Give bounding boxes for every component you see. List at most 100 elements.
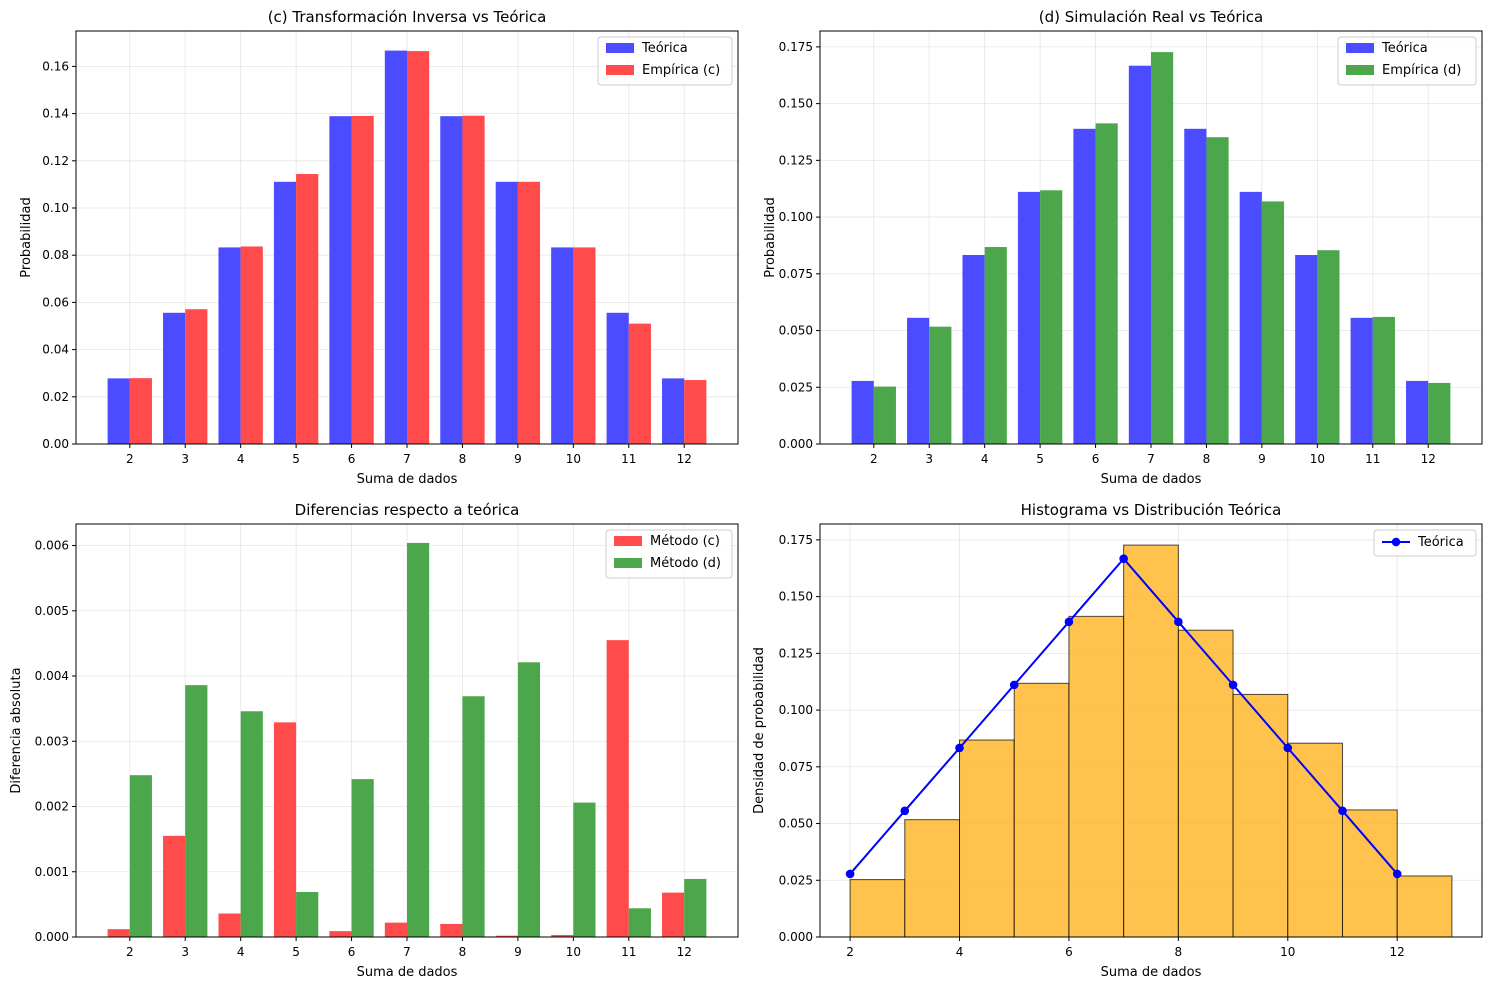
bar-series-b <box>1206 137 1229 444</box>
y-tick-label: 0.003 <box>35 734 69 748</box>
bar-series-b <box>296 891 319 937</box>
x-tick-label: 10 <box>566 945 581 959</box>
bar-series-a <box>1073 128 1096 445</box>
bar-series-a <box>551 247 574 444</box>
y-axis-label: Densidad de probabilidad <box>752 647 767 814</box>
x-tick-label: 7 <box>403 452 411 466</box>
legend-swatch <box>614 558 642 568</box>
bar-series-b <box>462 696 485 937</box>
x-tick-label: 6 <box>348 452 356 466</box>
bar-series-a <box>273 722 297 937</box>
legend-swatch <box>614 536 642 546</box>
legend: Teórica Empírica (d) <box>1337 36 1477 86</box>
x-tick-label: 2 <box>846 945 854 959</box>
x-tick-label: 4 <box>981 452 989 466</box>
legend-swatch <box>606 43 634 53</box>
bar-series-b <box>684 878 707 937</box>
y-tick-label: 0.12 <box>42 154 69 168</box>
x-tick-label: 7 <box>1147 452 1155 466</box>
bar-series-b <box>1095 123 1118 444</box>
legend-label: Método (d) <box>650 556 721 571</box>
x-tick-label: 4 <box>237 452 245 466</box>
bar-series-a <box>551 935 574 937</box>
y-tick-label: 0.001 <box>35 865 69 879</box>
y-tick-label: 0.075 <box>779 267 813 281</box>
x-axis-label: Suma de dados <box>1101 965 1202 980</box>
y-tick-label: 0.000 <box>779 437 813 451</box>
legend-label: Método (c) <box>650 534 720 549</box>
histogram-bar <box>1287 742 1343 938</box>
x-axis-label: Suma de dados <box>357 472 458 487</box>
bar-series-b <box>351 115 374 445</box>
legend-swatch <box>1346 65 1374 75</box>
bar-series-a <box>662 378 685 444</box>
x-tick-label: 3 <box>925 452 933 466</box>
bar-series-b <box>351 779 374 937</box>
y-tick-label: 0.075 <box>779 760 813 774</box>
histogram-bar <box>1341 809 1398 938</box>
bar-series-a <box>273 181 297 444</box>
y-tick-label: 0.125 <box>779 646 813 660</box>
legend-swatch <box>1346 43 1374 53</box>
bar-series-a <box>1350 317 1373 444</box>
bar-series-a <box>606 312 629 444</box>
bar-series-b <box>984 247 1007 444</box>
bar-series-b <box>407 542 430 937</box>
bar-series-a <box>1184 128 1207 445</box>
bar-series-a <box>440 116 463 445</box>
y-tick-label: 0.100 <box>779 703 813 717</box>
x-tick-label: 11 <box>1365 452 1380 466</box>
y-tick-label: 0.02 <box>42 390 69 404</box>
x-tick-label: 2 <box>870 452 878 466</box>
bar-series-a <box>384 922 407 937</box>
y-tick-label: 0.04 <box>42 343 69 357</box>
bar-series-a <box>907 317 930 444</box>
y-tick-label: 0.050 <box>779 324 813 338</box>
y-tick-label: 0.125 <box>779 153 813 167</box>
x-tick-label: 8 <box>459 452 467 466</box>
histogram-bar <box>904 819 961 938</box>
histogram-bar <box>959 739 1015 938</box>
x-tick-label: 10 <box>1310 452 1325 466</box>
x-tick-label: 11 <box>621 452 636 466</box>
x-tick-label: 3 <box>181 945 189 959</box>
chart-panel-3: 2 4 6 8 10 12 0.000 0.025 0.050 0.075 0.100 0.125 0.… <box>752 501 1483 980</box>
bar-series-a <box>384 50 407 444</box>
chart-title: (d) Simulación Real vs Teórica <box>1039 8 1263 26</box>
legend-label: Teórica <box>641 41 688 56</box>
legend-label: Empírica (c) <box>642 63 720 78</box>
x-tick-label: 7 <box>403 945 411 959</box>
bar-series-b <box>240 246 263 444</box>
bar-series-a <box>1406 380 1429 444</box>
x-tick-label: 6 <box>348 945 356 959</box>
bar-series-b <box>517 662 541 937</box>
axes-frame <box>819 523 1483 938</box>
bar-series-a <box>440 923 463 937</box>
y-tick-label: 0.006 <box>35 539 69 553</box>
y-axis-label: Probabilidad <box>19 197 34 277</box>
bar-series-b <box>684 380 707 444</box>
x-tick-label: 8 <box>459 945 467 959</box>
x-tick-label: 8 <box>1203 452 1211 466</box>
chart-panel-1: 2 3 4 5 6 7 8 9 10 11 12 0.000 0.025 0.050 0.075 0.100 0… <box>763 8 1483 487</box>
bar-series-b <box>462 115 485 444</box>
x-tick-label: 12 <box>677 452 692 466</box>
data-point <box>1064 617 1074 627</box>
bar-series-b <box>129 775 152 937</box>
legend-swatch <box>606 65 634 75</box>
y-tick-label: 0.000 <box>779 930 813 944</box>
y-tick-label: 0.16 <box>42 59 69 73</box>
data-point <box>1392 869 1402 879</box>
bar-series-a <box>329 116 352 445</box>
bar-series-a <box>1128 65 1151 444</box>
y-axis-label: Diferencia absoluta <box>9 667 24 793</box>
x-tick-label: 5 <box>292 945 300 959</box>
bar-series-a <box>495 181 518 444</box>
x-tick-label: 12 <box>1390 945 1405 959</box>
legend: Método (c) Método (d) <box>605 529 733 579</box>
bar-series-a <box>962 254 985 444</box>
chart-panel-0: 2 3 4 5 6 7 8 9 10 11 12 0.00 0.02 0.04 0.06 0.08 0.10 0.… <box>19 8 739 487</box>
y-axis-label: Probabilidad <box>763 197 778 277</box>
bar-series-a <box>1239 191 1262 444</box>
